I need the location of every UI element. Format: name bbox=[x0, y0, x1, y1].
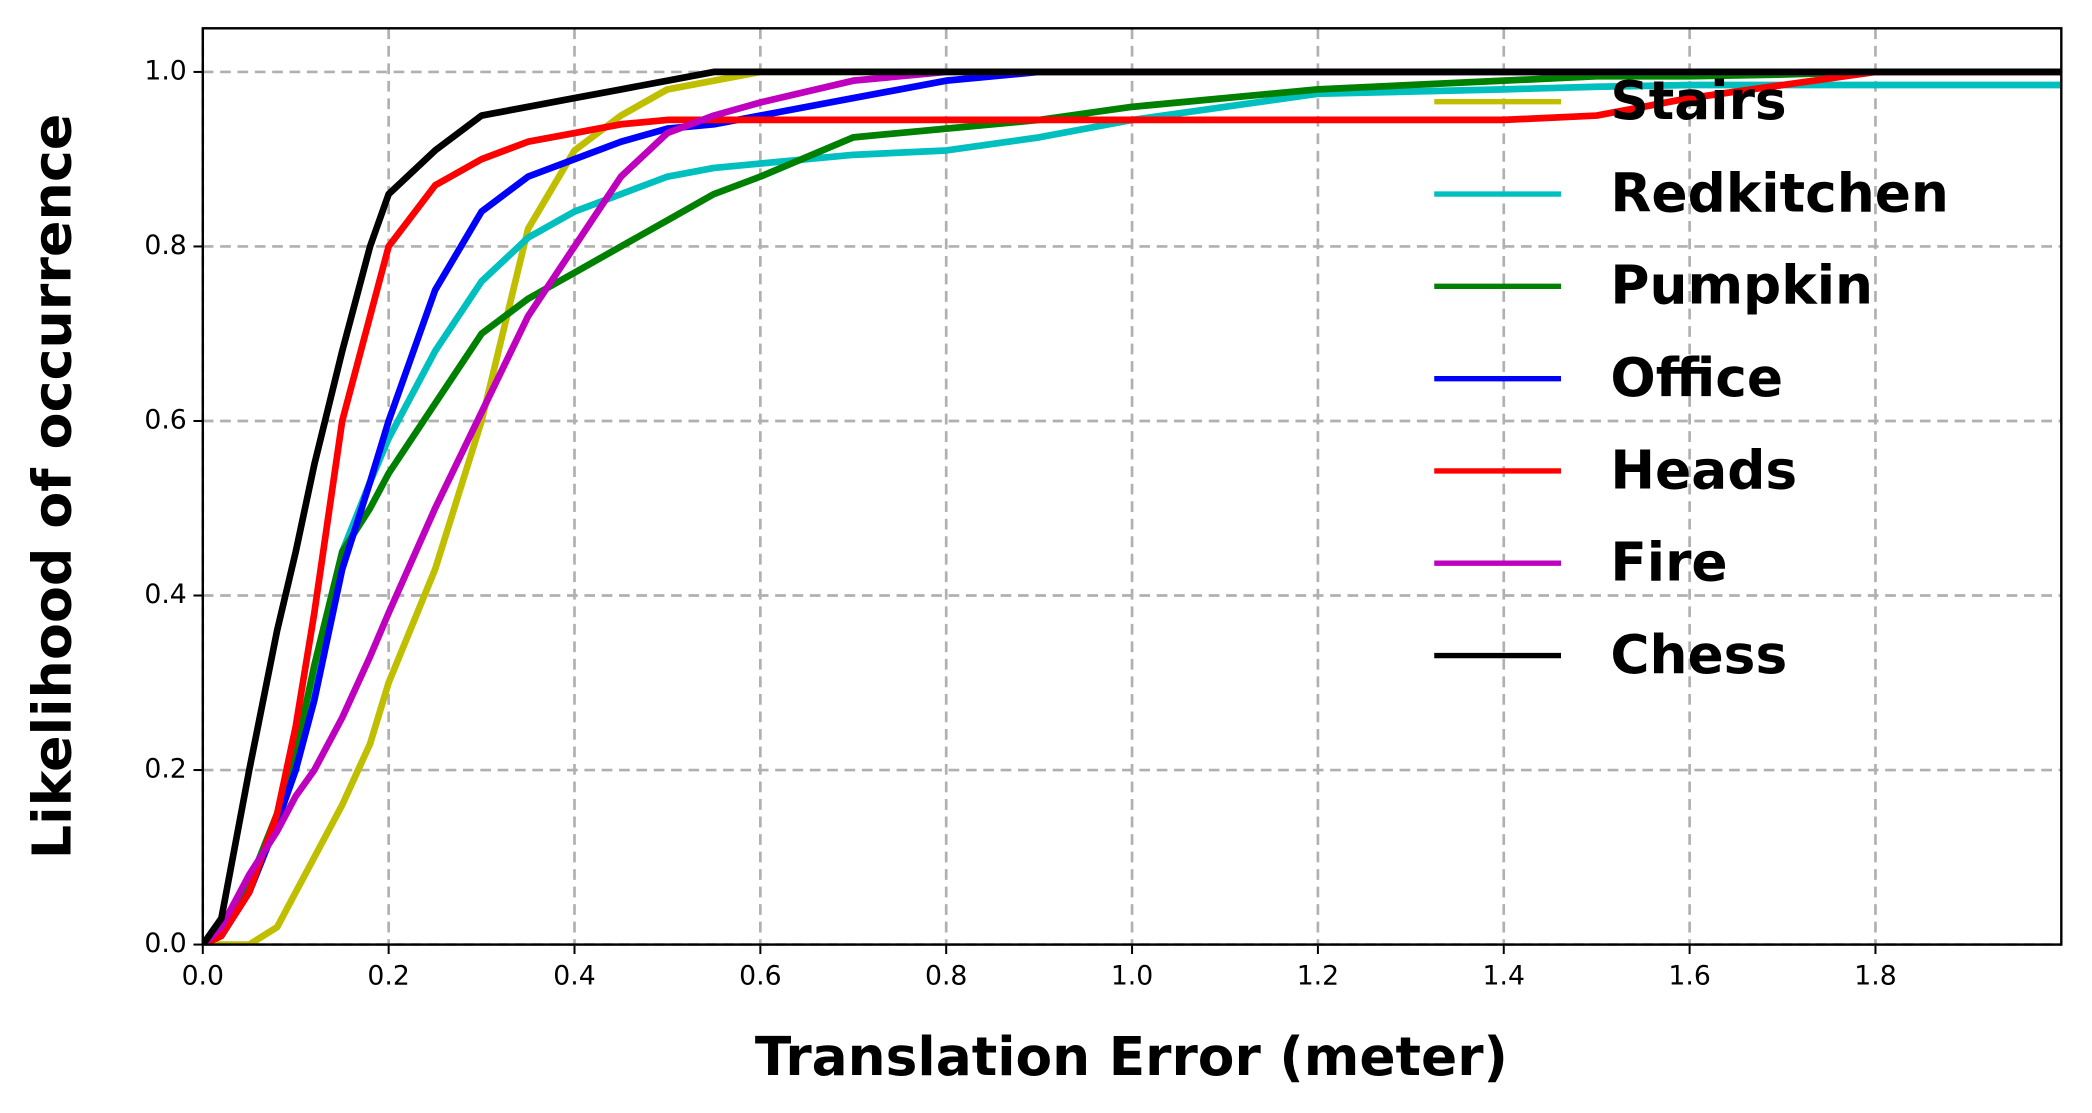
y-tick-label: 0.2 bbox=[144, 753, 186, 784]
y-tick-label: 1.0 bbox=[144, 55, 186, 86]
y-axis-label: Likelihood of occurrence bbox=[21, 114, 84, 860]
series-line bbox=[202, 68, 2062, 945]
x-tick-label: 0.4 bbox=[553, 960, 595, 991]
plot-frame bbox=[201, 27, 2063, 946]
legend-label: Heads bbox=[1610, 438, 1797, 501]
y-tick-label: 0.0 bbox=[144, 928, 186, 959]
x-tick-label: 1.6 bbox=[1668, 960, 1710, 991]
legend-label: Chess bbox=[1610, 623, 1787, 686]
x-tick-label: 1.0 bbox=[1111, 960, 1153, 991]
series-line bbox=[202, 68, 2062, 945]
legend-label: Pumpkin bbox=[1610, 253, 1873, 316]
legend-label: Office bbox=[1610, 346, 1783, 409]
legend-label: Fire bbox=[1610, 530, 1727, 593]
x-tick-label: 0.2 bbox=[367, 960, 409, 991]
legend-label: Redkitchen bbox=[1610, 161, 1949, 224]
x-tick-label: 1.4 bbox=[1483, 960, 1525, 991]
y-tick-label: 0.8 bbox=[144, 230, 186, 261]
y-tick-label: 0.4 bbox=[144, 579, 186, 610]
x-tick-label: 1.8 bbox=[1854, 960, 1896, 991]
legend-label: Stairs bbox=[1610, 69, 1786, 132]
x-tick-label: 0.6 bbox=[739, 960, 781, 991]
x-tick-label: 0.8 bbox=[925, 960, 967, 991]
x-tick-label: 0.0 bbox=[182, 960, 224, 991]
y-tick-label: 0.6 bbox=[144, 404, 186, 435]
x-axis-label: Translation Error (meter) bbox=[755, 1025, 1508, 1088]
x-tick-label: 1.2 bbox=[1297, 960, 1339, 991]
series-line bbox=[202, 68, 2062, 945]
